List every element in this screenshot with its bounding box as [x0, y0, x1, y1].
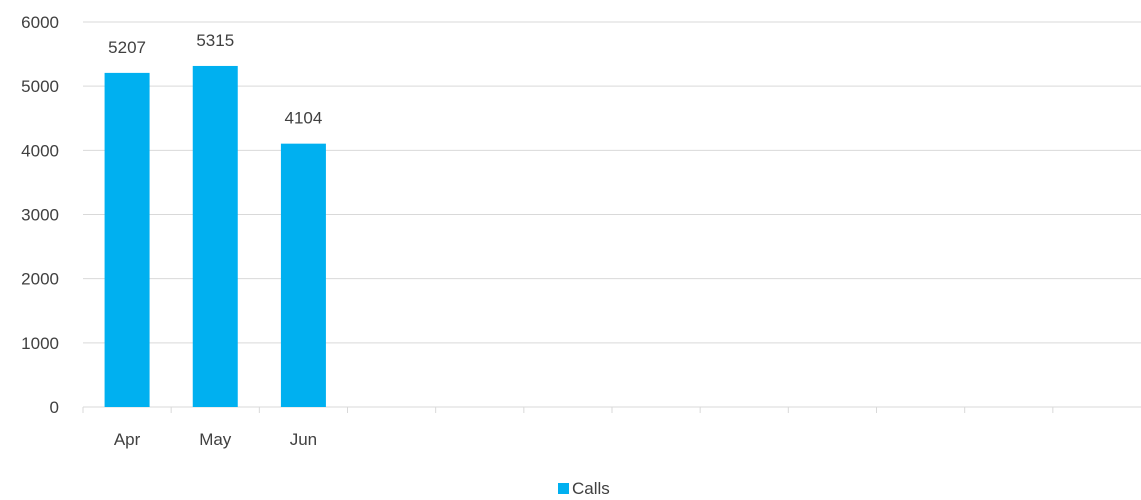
bars: [104, 65, 326, 408]
legend-label-calls: Calls: [572, 479, 610, 498]
y-tick-label: 2000: [21, 270, 59, 289]
legend-swatch-calls: [558, 483, 569, 494]
x-tick-label: Jun: [290, 430, 317, 449]
x-tick-label: May: [199, 430, 232, 449]
axes: 0 1000 2000 3000 4000 5000 6000 Apr May Jun: [21, 13, 1141, 449]
data-label: 5207: [108, 38, 146, 57]
bar-apr: [104, 72, 150, 408]
data-label: 5315: [196, 31, 234, 50]
data-labels: 5207 5315 4104: [108, 31, 322, 128]
y-tick-label: 4000: [21, 141, 59, 160]
y-tick-label: 0: [50, 398, 59, 417]
bar-may: [192, 65, 238, 408]
y-tick-label: 1000: [21, 334, 59, 353]
gridlines: [83, 21, 1141, 344]
legend: Calls: [558, 479, 610, 498]
data-label: 4104: [285, 109, 323, 128]
y-tick-label: 3000: [21, 206, 59, 225]
y-tick-label: 6000: [21, 13, 59, 32]
x-tick-label: Apr: [114, 430, 141, 449]
bar-jun: [280, 143, 326, 407]
y-tick-label: 5000: [21, 77, 59, 96]
